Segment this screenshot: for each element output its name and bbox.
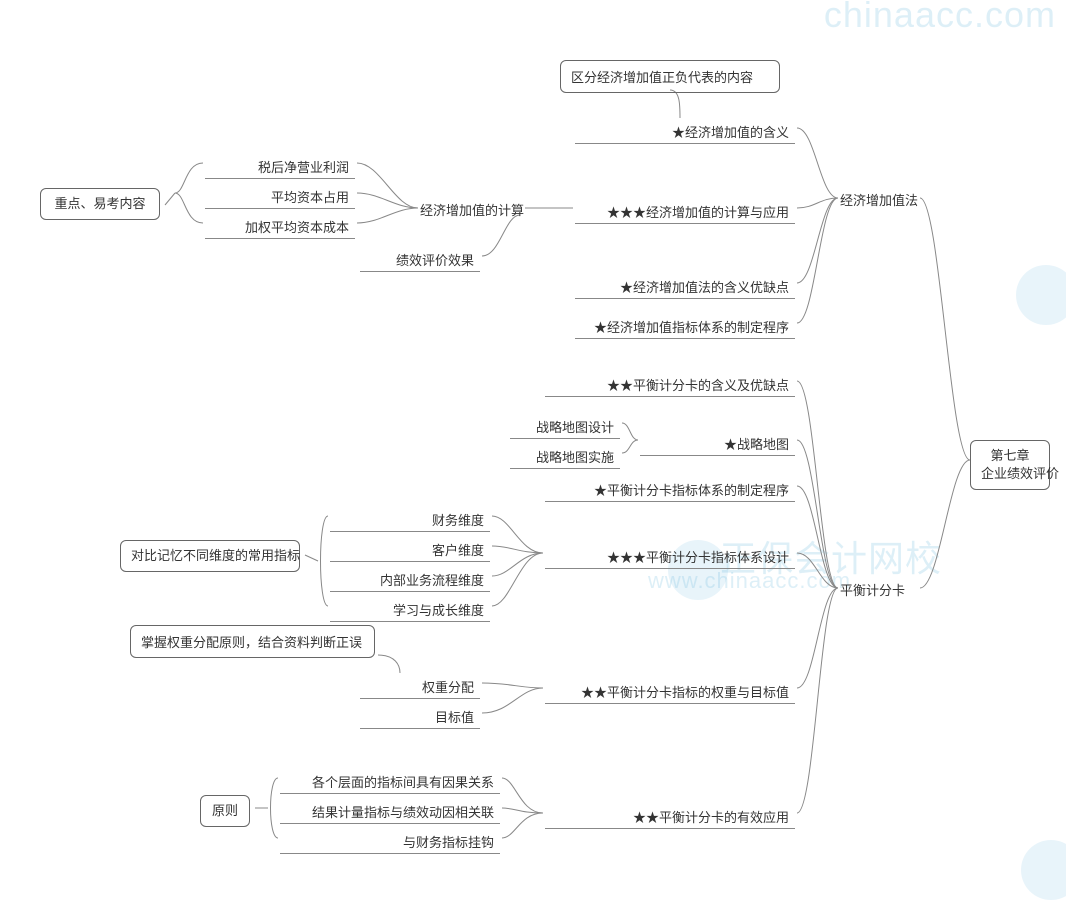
watermark-circle-top xyxy=(1016,265,1066,325)
s2-d5-annotation: 掌握权重分配原则，结合资料判断正误 xyxy=(130,625,375,658)
s2-d6-b: 结果计量指标与绩效动因相关联 xyxy=(280,800,500,824)
s2-d5-b: 目标值 xyxy=(360,705,480,729)
s1-c1-annotation: 区分经济增加值正负代表的内容 xyxy=(560,60,780,93)
s2-d1: ★★平衡计分卡的含义及优缺点 xyxy=(545,373,795,397)
s1-c3: ★经济增加值法的含义优缺点 xyxy=(575,275,795,299)
root-node: 第七章 企业绩效评价 xyxy=(970,440,1050,490)
root-line2: 企业绩效评价 xyxy=(981,466,1059,481)
s2-d4-c: 内部业务流程维度 xyxy=(330,568,490,592)
s2-d4-b: 客户维度 xyxy=(330,538,490,562)
s1-c2-b: 平均资本占用 xyxy=(205,185,355,209)
s2-d2-a: 战略地图设计 xyxy=(510,415,620,439)
s1-c2-c: 加权平均资本成本 xyxy=(205,215,355,239)
s2-d3: ★平衡计分卡指标体系的制定程序 xyxy=(545,478,795,502)
s2-d2-b: 战略地图实施 xyxy=(510,445,620,469)
s1-c4: ★经济增加值指标体系的制定程序 xyxy=(575,315,795,339)
watermark-top: chinaacc.com xyxy=(824,0,1056,36)
s1-c2-box: 重点、易考内容 xyxy=(40,188,160,220)
s2-d6: ★★平衡计分卡的有效应用 xyxy=(545,805,795,829)
s2-d4-a: 财务维度 xyxy=(330,508,490,532)
s1-c2-a: 税后净营业利润 xyxy=(205,155,355,179)
s1-c2-d: 绩效评价效果 xyxy=(360,248,480,272)
s1-c1: ★经济增加值的含义 xyxy=(575,120,795,144)
s1-c2: ★★★经济增加值的计算与应用 xyxy=(575,200,795,224)
s2-d2: ★战略地图 xyxy=(640,432,795,456)
s2-d6-c: 与财务指标挂钩 xyxy=(280,830,500,854)
s2-d5: ★★平衡计分卡指标的权重与目标值 xyxy=(545,680,795,704)
s2-d6-a: 各个层面的指标间具有因果关系 xyxy=(280,770,500,794)
s2-d4-d: 学习与成长维度 xyxy=(330,598,490,622)
watermark-middle-url: www.chinaacc.com xyxy=(648,568,851,594)
s2-d6-box: 原则 xyxy=(200,795,250,827)
root-line1: 第七章 xyxy=(990,448,1029,463)
s2-title: 平衡计分卡 xyxy=(840,580,905,599)
s1-c2-mid: 经济增加值的计算 xyxy=(420,200,524,219)
s2-d4-box: 对比记忆不同维度的常用指标 xyxy=(120,540,300,572)
s2-d4: ★★★平衡计分卡指标体系设计 xyxy=(545,545,795,569)
s2-d5-a: 权重分配 xyxy=(360,675,480,699)
watermark-circle-bottom xyxy=(1021,840,1066,900)
s1-title: 经济增加值法 xyxy=(840,190,918,209)
